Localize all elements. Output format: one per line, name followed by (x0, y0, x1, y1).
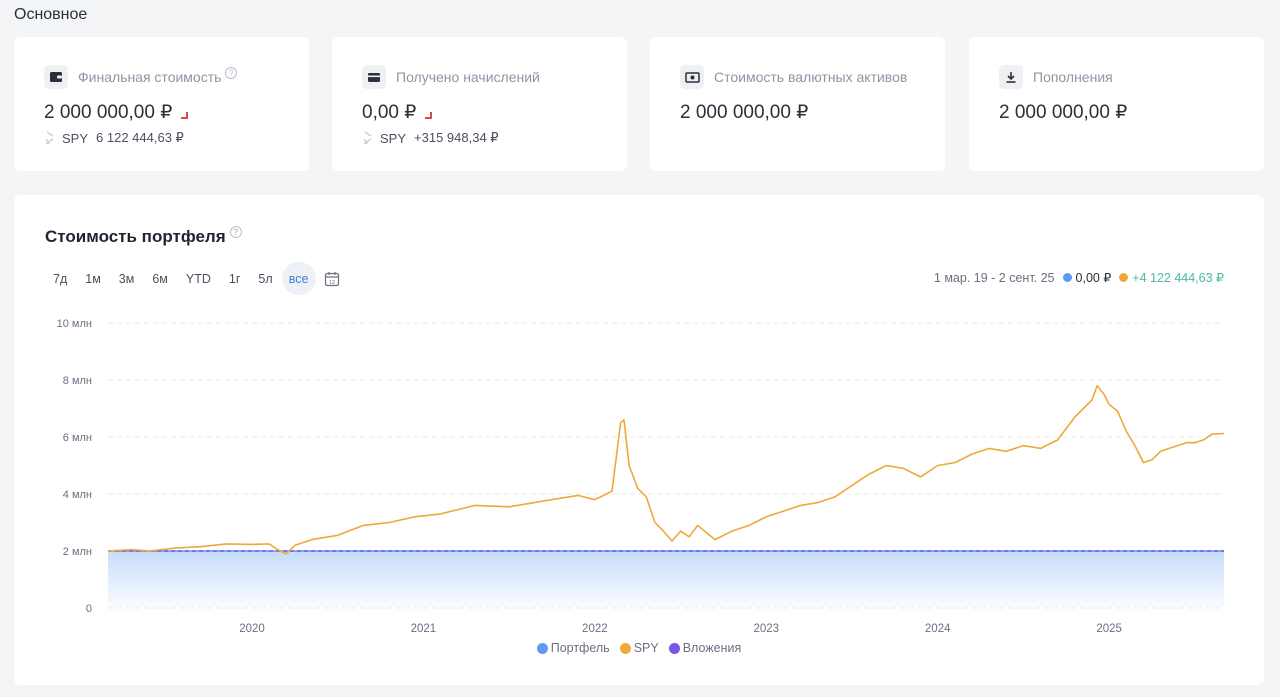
x-tick-label: 2025 (1096, 623, 1122, 635)
help-icon[interactable]: ? (229, 226, 242, 238)
period-7d[interactable]: 7д (53, 271, 68, 286)
swap-icon (45, 131, 54, 145)
period-5y[interactable]: 5л (258, 271, 273, 286)
card-value: 2 000 000,00 ₽ (44, 101, 173, 123)
card-label: Получено начислений (396, 69, 540, 85)
card-value: 2 000 000,00 ₽ (999, 101, 1128, 123)
card-label: Финальная стоимость (78, 69, 222, 85)
legend-dot (668, 642, 680, 654)
portfolio-chart-panel: Стоимость портфеля ? 7д 1м 3м 6м YTD 1г … (14, 195, 1264, 685)
y-tick-label: 4 млн (63, 489, 92, 501)
card-final-value: Финальная стоимость ? 2 000 000,00 ₽ SPY… (14, 37, 309, 171)
spy-dot (1119, 273, 1129, 282)
swap-icon (363, 131, 372, 145)
period-selector: 7д 1м 3м 6м YTD 1г 5л все 12 (44, 262, 340, 295)
chart-title: Стоимость портфеля (45, 227, 226, 246)
arrow-down-right-icon (181, 111, 189, 119)
legend-label: SPY (633, 641, 659, 655)
y-tick-label: 2 млн (63, 546, 92, 558)
card-deposits: Пополнения 2 000 000,00 ₽ (969, 37, 1264, 171)
y-tick-label: 0 (86, 603, 92, 615)
chart-legend: Портфель SPY Вложения (14, 641, 1264, 655)
y-tick-label: 10 млн (57, 318, 92, 330)
wallet-icon (44, 65, 68, 89)
card-label: Стоимость валютных активов (714, 69, 908, 85)
period-all[interactable]: все (281, 262, 316, 295)
sub-ticker: SPY (380, 130, 407, 146)
summary-cards: Финальная стоимость ? 2 000 000,00 ₽ SPY… (14, 37, 1264, 171)
y-tick-label: 6 млн (63, 432, 92, 444)
x-tick-label: 2020 (239, 623, 265, 635)
banknote-icon (680, 65, 704, 89)
legend-dot (619, 642, 631, 654)
portfolio-area (108, 551, 1224, 608)
sub-value: +315 948,34 ₽ (414, 130, 499, 145)
legend-label: Портфель (550, 641, 610, 655)
spy-change: +4 122 444,63 ₽ (1132, 271, 1224, 285)
calendar-icon[interactable]: 12 (324, 271, 340, 287)
legend-invest[interactable]: Вложения (668, 641, 742, 655)
spy-line (107, 384, 1225, 555)
card-currency-assets: Стоимость валютных активов 2 000 000,00 … (650, 37, 945, 171)
svg-text:12: 12 (329, 279, 335, 285)
portfolio-change: 0,00 ₽ (1075, 271, 1112, 285)
sub-ticker: SPY (62, 130, 89, 146)
credit-card-icon (362, 65, 386, 89)
period-1y[interactable]: 1г (228, 271, 241, 286)
card-label: Пополнения (1033, 69, 1113, 85)
help-icon[interactable]: ? (225, 67, 238, 79)
x-tick-label: 2021 (411, 623, 437, 635)
legend-spy[interactable]: SPY (619, 641, 659, 655)
download-icon (999, 65, 1023, 89)
date-range: 1 мар. 19 - 2 сент. 25 (933, 270, 1055, 285)
card-value: 0,00 ₽ (362, 101, 417, 123)
legend-dot (536, 642, 548, 654)
portfolio-dot (1062, 273, 1072, 282)
period-3m[interactable]: 3м (118, 271, 135, 286)
legend-portfolio[interactable]: Портфель (536, 641, 610, 655)
x-tick-label: 2022 (582, 623, 608, 635)
section-title: Основное (14, 6, 88, 23)
card-value: 2 000 000,00 ₽ (680, 101, 809, 123)
arrow-down-right-icon (425, 111, 433, 119)
period-ytd[interactable]: YTD (185, 271, 211, 286)
x-tick-label: 2024 (925, 623, 951, 635)
sub-value: 6 122 444,63 ₽ (96, 130, 184, 145)
legend-label: Вложения (682, 641, 742, 655)
card-accruals: Получено начислений 0,00 ₽ SPY +315 948,… (332, 37, 627, 171)
period-1m[interactable]: 1м (85, 271, 101, 286)
y-tick-label: 8 млн (63, 375, 92, 387)
portfolio-chart[interactable]: 0 2 млн 4 млн 6 млн 8 млн 10 млн 2020 2021 2022 2… (14, 195, 1264, 635)
range-info: 1 мар. 19 - 2 сент. 25 0,00 ₽ +4 122 444… (933, 270, 1224, 286)
x-tick-label: 2023 (753, 623, 779, 635)
period-6m[interactable]: 6м (152, 271, 168, 286)
